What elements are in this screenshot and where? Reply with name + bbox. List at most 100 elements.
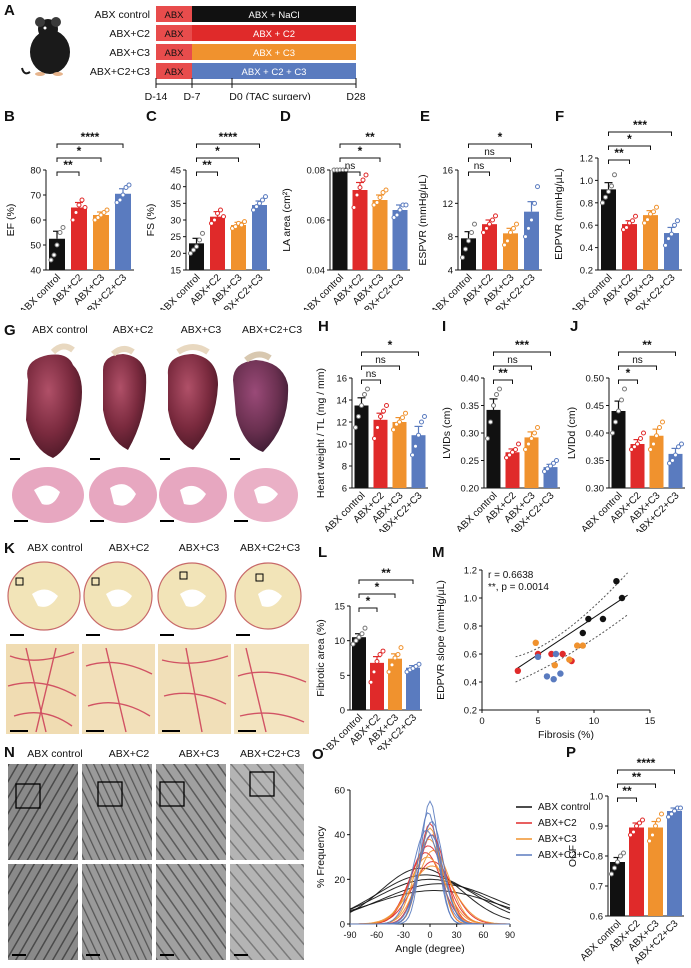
- significance-bracket: [617, 783, 656, 788]
- correlation-r: r = 0.6638: [488, 570, 534, 581]
- data-point: [616, 408, 621, 414]
- bar: [482, 224, 497, 270]
- data-point: [600, 200, 605, 206]
- panel-label-d: D: [280, 108, 291, 125]
- bar: [332, 170, 348, 270]
- schematic-abx-bar: [156, 44, 192, 60]
- significance-label: **: [642, 338, 652, 352]
- significance-bracket: [361, 365, 400, 370]
- bar: [71, 207, 87, 270]
- y-tick-label: 0: [340, 706, 345, 717]
- bar: [411, 435, 426, 488]
- chart-correlation: 0.2 0.4 0.6 0.8 1.0 1.2 0 5 10 15 Fibrosis (%) EDPV…: [435, 566, 656, 742]
- data-point: [651, 441, 656, 447]
- data-point: [374, 200, 380, 205]
- bar: [649, 435, 664, 488]
- data-point: [233, 224, 238, 230]
- distribution-curve: [350, 829, 510, 925]
- data-point: [51, 252, 57, 258]
- bar: [392, 210, 408, 270]
- legend-label: ABX+C2+C3: [538, 850, 590, 861]
- data-point: [82, 205, 88, 210]
- y-axis-label: EDPVR (mmHg/μL): [553, 168, 565, 260]
- data-point: [669, 231, 674, 237]
- data-point: [654, 433, 659, 439]
- data-point: [645, 217, 650, 223]
- significance-bracket: [493, 379, 513, 384]
- confidence-band-lower: [515, 614, 628, 683]
- data-point: [490, 217, 495, 223]
- y-tick-label: 0.35: [461, 401, 480, 412]
- data-point: [659, 811, 664, 817]
- data-point: [663, 242, 668, 248]
- data-point: [676, 444, 681, 450]
- x-axis-label: Angle (degree): [395, 943, 464, 955]
- data-point: [504, 455, 509, 461]
- k-caption-ctrl: ABX control: [27, 542, 83, 554]
- data-point: [359, 631, 365, 637]
- data-point: [481, 230, 486, 235]
- y-tick-label: 0.6: [580, 221, 593, 232]
- y-tick-label: 0.9: [590, 822, 603, 833]
- bar: [664, 233, 679, 270]
- y-tick-label: 0.45: [586, 401, 605, 412]
- data-point: [647, 838, 652, 844]
- data-point: [637, 820, 642, 826]
- schematic-treatment-text: ABX + C3: [253, 48, 295, 59]
- schematic-abx-bar: [156, 25, 192, 41]
- schematic-abx-bar: [156, 63, 192, 79]
- data-point: [488, 419, 493, 425]
- correlation-p: **, p = 0.0014: [488, 582, 549, 593]
- data-point: [629, 447, 634, 452]
- bar: [524, 437, 539, 488]
- y-tick-label: 50: [30, 241, 41, 252]
- y-tick-label: 0.04: [307, 266, 326, 277]
- significance-bracket: [608, 131, 672, 136]
- significance-bracket: [608, 145, 651, 150]
- fit-line: [515, 594, 628, 670]
- x-tick-label: 15: [645, 716, 656, 727]
- data-point: [508, 230, 513, 235]
- data-point: [648, 447, 653, 452]
- significance-bracket: [339, 157, 381, 162]
- panel-label-j: J: [570, 318, 579, 335]
- significance-bracket: [56, 157, 102, 162]
- y-tick-label: 0: [340, 920, 345, 931]
- data-point: [502, 242, 507, 248]
- schematic-treatment-text: ABX + C2: [253, 29, 295, 40]
- y-axis-label: Fibrotic area (%): [315, 619, 327, 697]
- schematic-treatment-bar: [192, 6, 356, 22]
- data-point: [487, 221, 492, 227]
- data-point: [624, 224, 629, 230]
- bar: [392, 422, 407, 488]
- data-point: [634, 823, 639, 829]
- bar: [49, 238, 65, 270]
- y-tick-label: 16: [336, 374, 347, 385]
- significance-label: ****: [81, 130, 100, 144]
- significance-label: *: [375, 580, 380, 594]
- y-tick-label: 12: [336, 418, 347, 429]
- data-point: [609, 871, 614, 877]
- y-tick-label: 0.2: [580, 266, 593, 277]
- data-point: [79, 197, 85, 203]
- data-point: [76, 202, 82, 208]
- data-point: [397, 419, 402, 425]
- data-point: [200, 230, 205, 236]
- data-point: [606, 189, 611, 195]
- legend-label: ABX+C2: [538, 818, 577, 829]
- panel-label-m: M: [432, 544, 445, 561]
- data-point: [357, 185, 363, 190]
- data-point: [353, 425, 358, 430]
- y-axis-label: ESPVR (mmHg/μL): [417, 174, 429, 265]
- y-tick-label: 25: [170, 232, 181, 243]
- panel-label-g: G: [4, 322, 16, 339]
- y-tick-label: 45: [170, 166, 181, 177]
- schematic-group-label: ABX+C2+C3: [90, 66, 150, 78]
- data-point: [378, 414, 383, 419]
- significance-label: ns: [345, 161, 356, 172]
- scatter-point: [599, 615, 607, 623]
- data-point: [542, 469, 547, 474]
- data-point: [657, 425, 662, 430]
- y-axis-label: LA area (cm²): [281, 188, 293, 252]
- significance-bracket: [608, 159, 630, 164]
